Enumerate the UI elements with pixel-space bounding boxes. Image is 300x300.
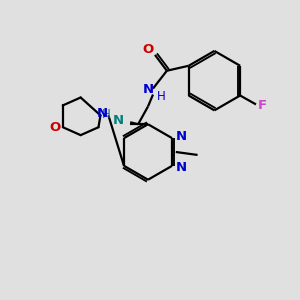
Text: N: N <box>176 130 187 142</box>
Text: H: H <box>157 90 165 103</box>
Text: N: N <box>142 83 154 96</box>
Text: F: F <box>257 99 266 112</box>
Text: O: O <box>49 121 61 134</box>
Text: H: H <box>102 108 111 121</box>
Text: N: N <box>113 114 124 127</box>
Text: N: N <box>176 161 187 174</box>
Text: N: N <box>97 107 108 120</box>
Text: O: O <box>142 44 154 56</box>
